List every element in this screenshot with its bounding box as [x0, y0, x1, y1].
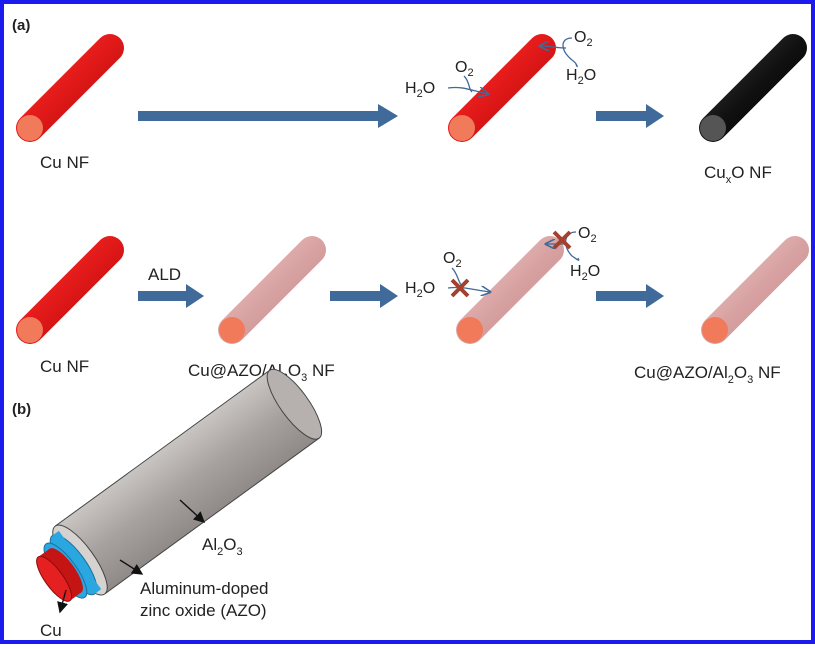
reactants-right-row2: O2 H2O — [546, 225, 600, 283]
short-arrow-row1 — [596, 104, 664, 128]
panel-a-label: (a) — [12, 17, 30, 34]
svg-text:H2O: H2O — [405, 80, 435, 100]
svg-text:O2: O2 — [578, 225, 597, 245]
svg-text:O2: O2 — [455, 59, 474, 79]
cuxo-nanofiber — [699, 34, 807, 142]
reactants-right-row1: O2 H2O — [540, 29, 596, 87]
oxidizing-cu-nanofiber — [448, 34, 556, 142]
cuxo-nf-label: CuxO NF — [704, 163, 772, 186]
cu-nanofiber-row2 — [16, 236, 124, 344]
cu-nf-label-row1: Cu NF — [40, 153, 89, 172]
coated-nf-label-1: Cu@AZO/Al2O3 NF — [188, 361, 335, 384]
cu-core-label: Cu — [40, 621, 62, 640]
cu-nanofiber-row1 — [16, 34, 124, 142]
svg-text:H2O: H2O — [566, 67, 596, 87]
long-arrow-row1 — [138, 104, 398, 128]
arrow-row2-middle — [330, 284, 398, 308]
protected-nanofiber — [456, 236, 564, 344]
arrow-row2-right — [596, 284, 664, 308]
reactants-left-row2: O2 H2O — [405, 250, 490, 300]
azo-label-line1: Aluminum-doped — [140, 579, 269, 598]
panel-b-label: (b) — [12, 401, 31, 418]
svg-text:H2O: H2O — [405, 280, 435, 300]
core-shell-nanofiber-3d — [36, 368, 323, 602]
blocked-cross-right — [552, 230, 572, 250]
svg-text:O2: O2 — [574, 29, 593, 49]
coated-nanofiber-1 — [218, 236, 326, 344]
coated-nf-label-final: Cu@AZO/Al2O3 NF — [634, 363, 781, 386]
coated-nanofiber-final — [701, 236, 809, 344]
blocked-cross-left — [450, 278, 470, 298]
svg-text:O2: O2 — [443, 250, 462, 270]
al2o3-label: Al2O3 — [202, 535, 243, 558]
cu-nf-label-row2: Cu NF — [40, 357, 89, 376]
al2o3-pointer — [179, 499, 206, 523]
ald-label: ALD — [148, 265, 181, 284]
cu-core-pointer — [57, 589, 68, 614]
azo-pointer — [119, 559, 144, 575]
reactants-left-row1: O2 H2O — [405, 59, 488, 100]
svg-text:H2O: H2O — [570, 263, 600, 283]
ald-arrow — [138, 284, 204, 308]
azo-label-line2: zinc oxide (AZO) — [140, 601, 267, 620]
